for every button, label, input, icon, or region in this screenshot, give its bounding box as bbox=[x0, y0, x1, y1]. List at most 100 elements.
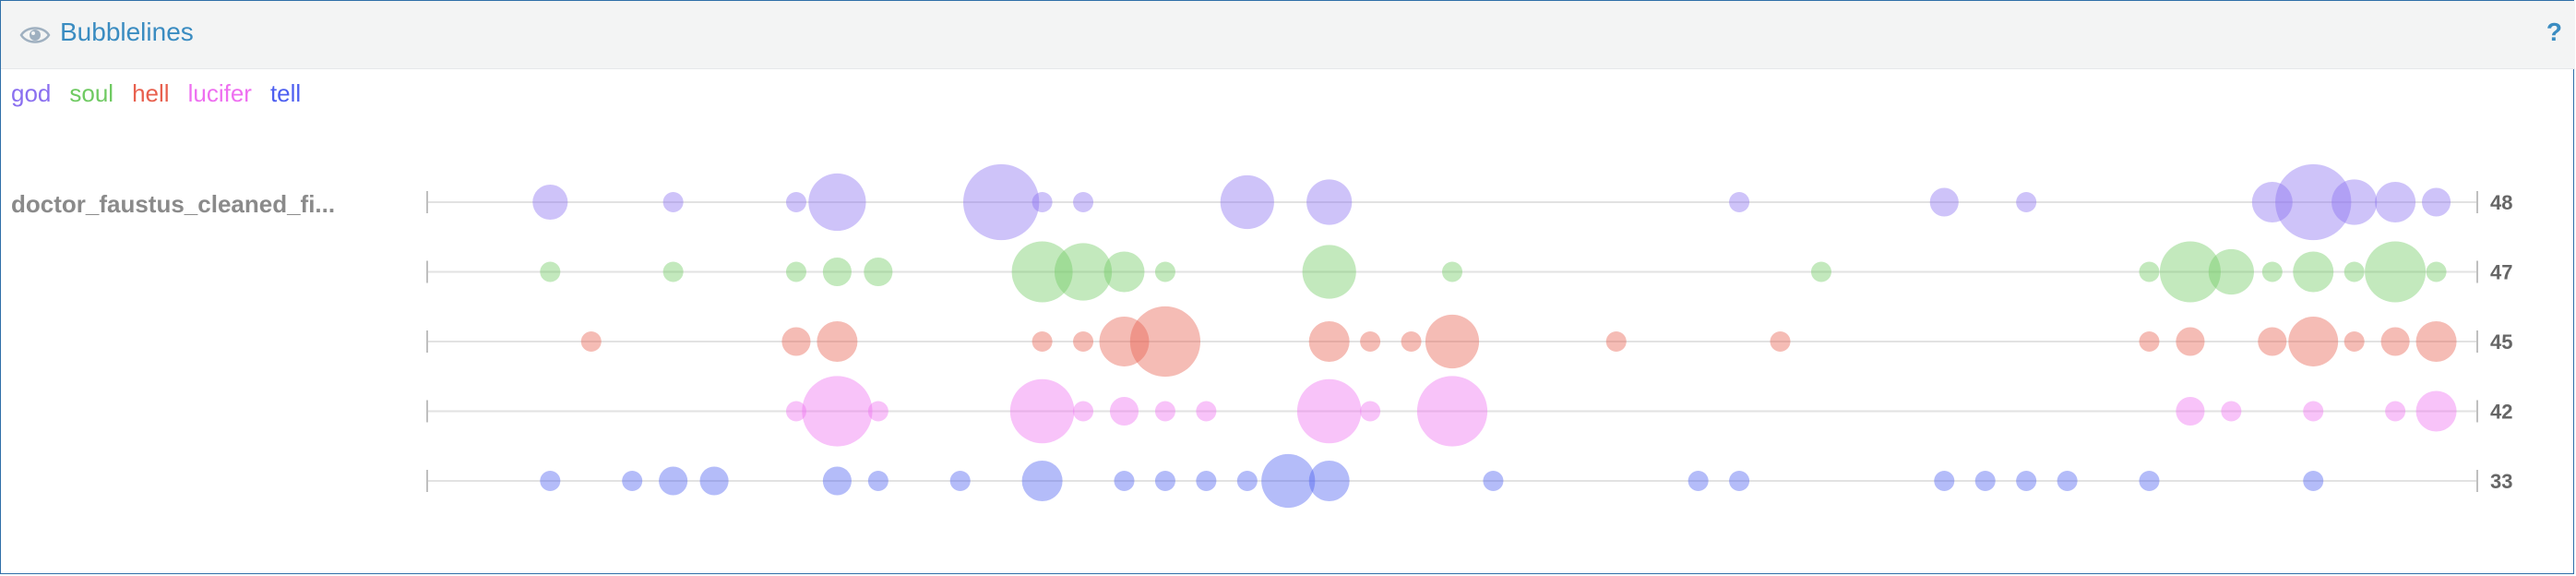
bubble-tell-0[interactable] bbox=[540, 471, 561, 491]
bubble-tell-12[interactable] bbox=[1261, 453, 1316, 509]
bubble-hell-15[interactable] bbox=[2258, 327, 2287, 356]
bubble-soul-8[interactable] bbox=[1154, 261, 1175, 282]
bubble-hell-2[interactable] bbox=[817, 321, 858, 362]
bubble-tell-6[interactable] bbox=[949, 471, 971, 491]
bubble-lucifer-14[interactable] bbox=[2385, 401, 2406, 422]
bubble-tell-2[interactable] bbox=[659, 466, 688, 496]
bubble-tell-5[interactable] bbox=[867, 471, 888, 491]
bubble-soul-2[interactable] bbox=[785, 261, 806, 282]
bubble-god-7[interactable] bbox=[1220, 174, 1274, 230]
bubble-lucifer-7[interactable] bbox=[1196, 401, 1217, 422]
bubble-hell-10[interactable] bbox=[1425, 314, 1480, 369]
legend-item-lucifer[interactable]: lucifer bbox=[187, 79, 252, 107]
bubble-god-0[interactable] bbox=[532, 184, 568, 221]
bubble-hell-13[interactable] bbox=[2139, 331, 2160, 352]
bubble-soul-4[interactable] bbox=[864, 257, 893, 287]
help-button[interactable]: ? bbox=[2546, 18, 2562, 46]
bubble-tell-15[interactable] bbox=[1688, 471, 1709, 491]
bubble-lucifer-8[interactable] bbox=[1296, 378, 1362, 444]
bubble-soul-19[interactable] bbox=[2426, 261, 2447, 282]
bubble-tell-11[interactable] bbox=[1236, 471, 1258, 491]
bubble-lucifer-12[interactable] bbox=[2221, 401, 2242, 422]
bubble-god-11[interactable] bbox=[2016, 192, 2037, 212]
bubble-tell-19[interactable] bbox=[2016, 471, 2037, 491]
bubble-lucifer-2[interactable] bbox=[867, 401, 888, 422]
bubble-lucifer-9[interactable] bbox=[1360, 401, 1381, 422]
bubble-lucifer-5[interactable] bbox=[1109, 396, 1139, 426]
bubble-soul-9[interactable] bbox=[1302, 245, 1356, 299]
legend-item-hell[interactable]: hell bbox=[132, 79, 170, 107]
bubble-lucifer-3[interactable] bbox=[1009, 378, 1075, 444]
bubble-tell-20[interactable] bbox=[2057, 471, 2078, 491]
bubble-tell-7[interactable] bbox=[1021, 461, 1063, 501]
legend-item-tell[interactable]: tell bbox=[269, 79, 302, 107]
bubble-god-13[interactable] bbox=[2275, 163, 2352, 241]
bubble-god-8[interactable] bbox=[1306, 179, 1353, 225]
bubble-god-15[interactable] bbox=[2375, 182, 2416, 222]
bubble-tell-9[interactable] bbox=[1154, 471, 1175, 491]
bubble-tell-13[interactable] bbox=[1308, 461, 1350, 501]
bubble-hell-14[interactable] bbox=[2176, 327, 2205, 356]
bubble-god-1[interactable] bbox=[662, 192, 684, 212]
bubble-tell-4[interactable] bbox=[822, 466, 852, 496]
bubble-tell-1[interactable] bbox=[622, 471, 643, 491]
bubble-lucifer-13[interactable] bbox=[2303, 401, 2324, 422]
bubble-hell-16[interactable] bbox=[2288, 317, 2339, 366]
bubble-soul-0[interactable] bbox=[540, 261, 561, 282]
bubble-tell-14[interactable] bbox=[1483, 471, 1504, 491]
bubble-lucifer-11[interactable] bbox=[2176, 396, 2205, 426]
legend-item-soul[interactable]: soul bbox=[69, 79, 114, 107]
bubble-hell-7[interactable] bbox=[1308, 321, 1350, 362]
bubble-god-4[interactable] bbox=[963, 163, 1040, 241]
bubble-tell-16[interactable] bbox=[1729, 471, 1750, 491]
bubble-lucifer-0[interactable] bbox=[785, 401, 806, 422]
bubble-lucifer-6[interactable] bbox=[1154, 401, 1175, 422]
bubble-god-10[interactable] bbox=[1929, 187, 1959, 217]
bubble-tell-22[interactable] bbox=[2303, 471, 2324, 491]
bubble-hell-18[interactable] bbox=[2380, 327, 2410, 356]
bubble-tell-8[interactable] bbox=[1114, 471, 1135, 491]
bubble-hell-19[interactable] bbox=[2415, 321, 2457, 362]
bubble-hell-12[interactable] bbox=[1770, 331, 1791, 352]
bubble-god-12[interactable] bbox=[2251, 182, 2293, 222]
bubble-lucifer-15[interactable] bbox=[2415, 390, 2457, 432]
bubble-hell-1[interactable] bbox=[781, 327, 811, 356]
bubble-soul-18[interactable] bbox=[2365, 241, 2427, 303]
bubble-tell-21[interactable] bbox=[2139, 471, 2160, 491]
legend-item-god[interactable]: god bbox=[11, 79, 52, 107]
bubble-soul-15[interactable] bbox=[2261, 261, 2283, 282]
bubble-hell-3[interactable] bbox=[1032, 331, 1053, 352]
bubble-god-9[interactable] bbox=[1729, 192, 1750, 212]
bubble-god-2[interactable] bbox=[785, 192, 806, 212]
bubble-hell-4[interactable] bbox=[1073, 331, 1094, 352]
bubble-hell-8[interactable] bbox=[1360, 331, 1381, 352]
bubble-tell-17[interactable] bbox=[1934, 471, 1955, 491]
bubble-god-5[interactable] bbox=[1032, 192, 1053, 212]
bubble-hell-5[interactable] bbox=[1099, 317, 1150, 366]
bubble-god-16[interactable] bbox=[2422, 187, 2451, 217]
bubble-hell-17[interactable] bbox=[2343, 331, 2365, 352]
bubble-tell-18[interactable] bbox=[1974, 471, 1996, 491]
bubble-god-14[interactable] bbox=[2332, 179, 2378, 225]
bubble-soul-7[interactable] bbox=[1103, 251, 1145, 293]
bubble-lucifer-10[interactable] bbox=[1416, 376, 1488, 447]
bubble-hell-6[interactable] bbox=[1129, 306, 1201, 378]
bubble-god-6[interactable] bbox=[1073, 192, 1094, 212]
bubble-lucifer-1[interactable] bbox=[802, 376, 873, 447]
bubble-soul-5[interactable] bbox=[1011, 241, 1073, 303]
bubble-soul-3[interactable] bbox=[822, 257, 852, 287]
bubble-hell-0[interactable] bbox=[580, 331, 602, 352]
bubble-soul-1[interactable] bbox=[662, 261, 684, 282]
bubble-soul-10[interactable] bbox=[1442, 261, 1462, 282]
bubble-soul-16[interactable] bbox=[2293, 251, 2334, 293]
bubble-lucifer-4[interactable] bbox=[1073, 401, 1094, 422]
bubble-soul-14[interactable] bbox=[2208, 248, 2254, 295]
bubble-hell-11[interactable] bbox=[1605, 331, 1627, 352]
bubble-tell-3[interactable] bbox=[699, 466, 729, 496]
bubble-soul-6[interactable] bbox=[1054, 243, 1113, 301]
bubble-soul-17[interactable] bbox=[2343, 261, 2365, 282]
bubble-soul-13[interactable] bbox=[2159, 241, 2221, 303]
bubble-soul-11[interactable] bbox=[1810, 261, 1831, 282]
bubble-hell-9[interactable] bbox=[1401, 331, 1422, 352]
bubble-tell-10[interactable] bbox=[1196, 471, 1217, 491]
